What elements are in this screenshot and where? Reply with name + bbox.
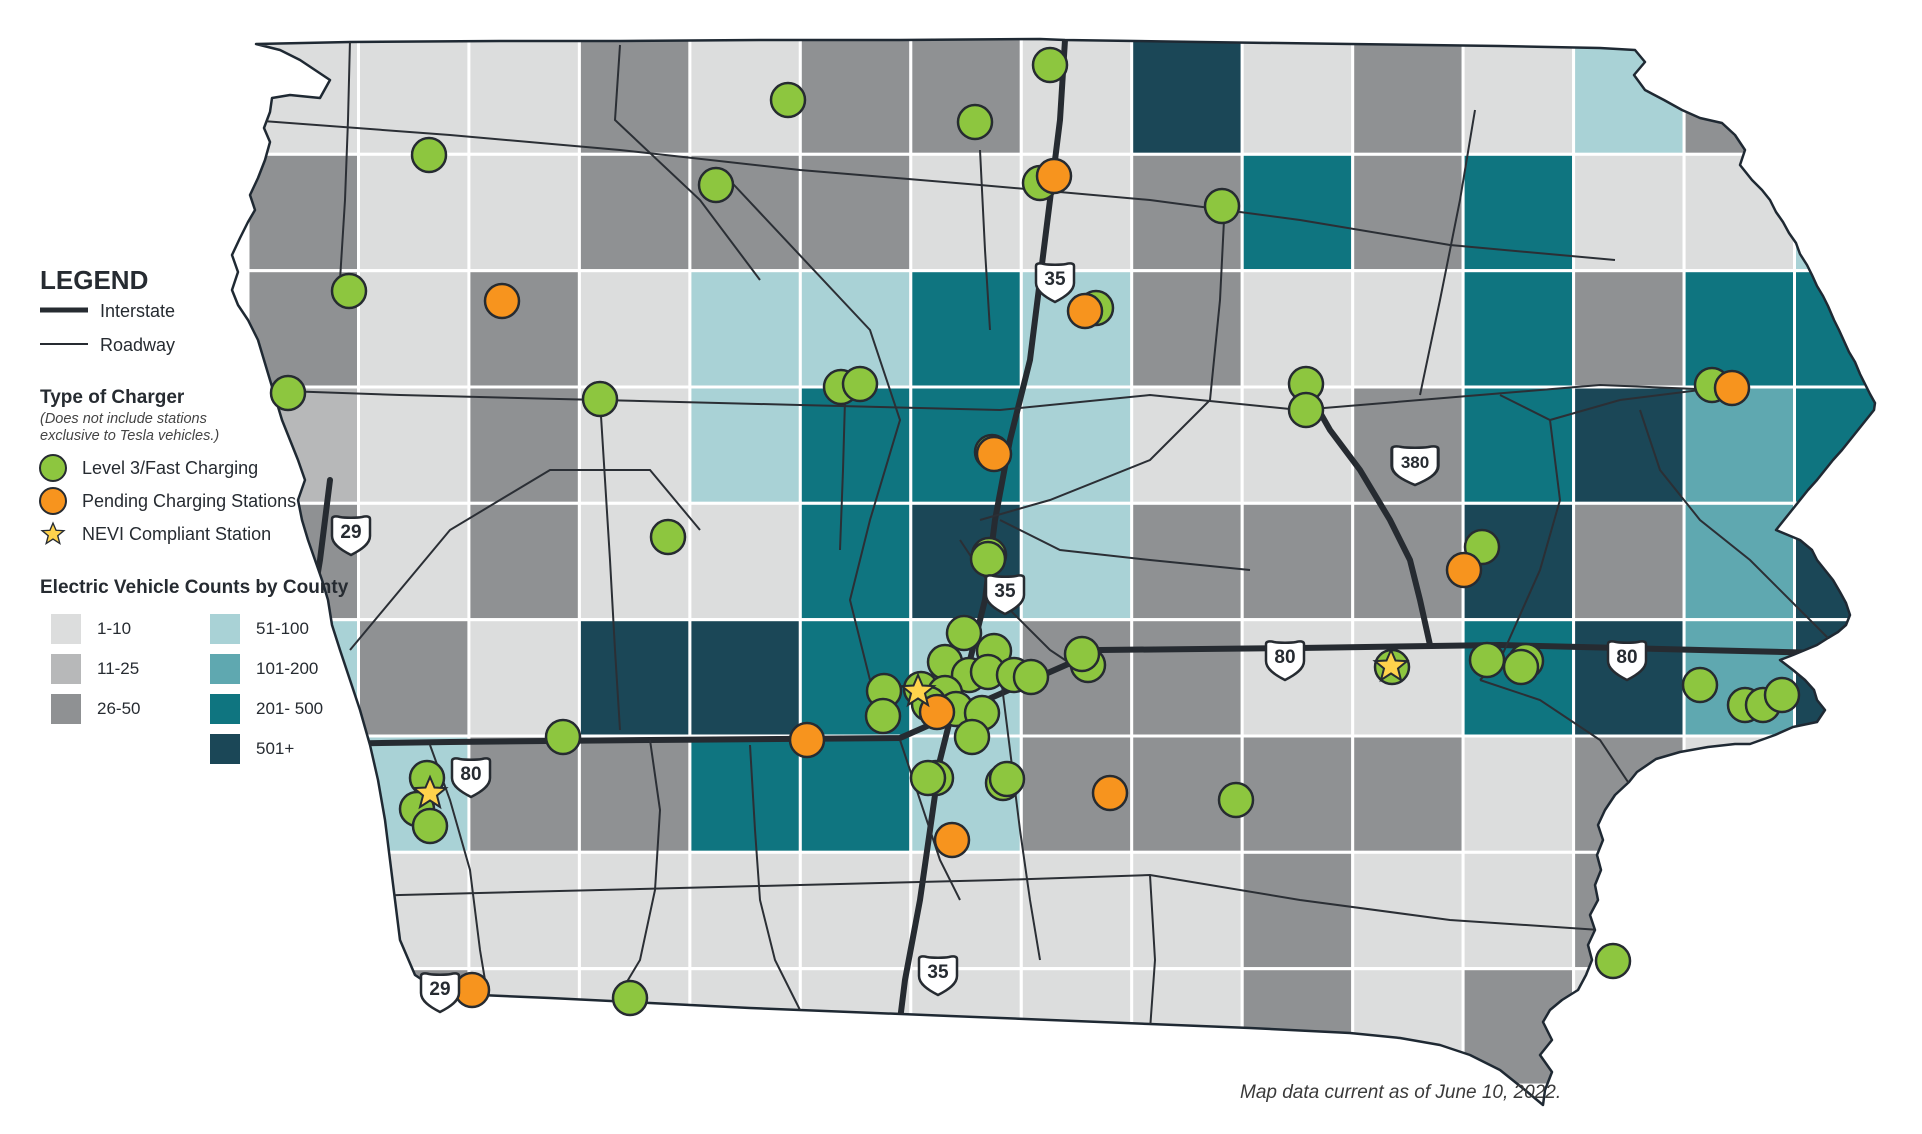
svg-text:501+: 501+ [256, 739, 294, 758]
svg-text:1-10: 1-10 [97, 619, 131, 638]
svg-text:35: 35 [1044, 269, 1066, 290]
svg-text:101-200: 101-200 [256, 659, 318, 678]
svg-text:51-100: 51-100 [256, 619, 309, 638]
svg-text:26-50: 26-50 [97, 699, 140, 718]
svg-text:Type of Charger: Type of Charger [40, 387, 185, 408]
svg-text:80: 80 [460, 764, 481, 785]
svg-text:35: 35 [994, 581, 1016, 602]
svg-text:Pending Charging Stations: Pending Charging Stations [82, 491, 296, 511]
svg-text:NEVI Compliant Station: NEVI Compliant Station [82, 524, 271, 544]
svg-text:11-25: 11-25 [97, 659, 139, 678]
svg-text:Interstate: Interstate [100, 301, 175, 321]
svg-text:Map data current as of June 10: Map data current as of June 10, 2022. [1240, 1082, 1561, 1103]
svg-text:380: 380 [1401, 453, 1429, 472]
svg-text:29: 29 [340, 522, 361, 543]
svg-text:201- 500: 201- 500 [256, 699, 323, 718]
svg-text:35: 35 [927, 962, 949, 983]
svg-text:Roadway: Roadway [100, 335, 175, 355]
svg-text:80: 80 [1616, 647, 1637, 668]
svg-text:(Does not include stations: (Does not include stations [40, 411, 207, 427]
svg-text:exclusive to Tesla vehicles.): exclusive to Tesla vehicles.) [40, 428, 219, 444]
svg-text:LEGEND: LEGEND [40, 265, 148, 295]
svg-text:29: 29 [429, 979, 450, 1000]
svg-text:Level 3/Fast Charging: Level 3/Fast Charging [82, 458, 258, 478]
svg-text:Electric Vehicle Counts by Cou: Electric Vehicle Counts by County [40, 577, 349, 598]
svg-text:80: 80 [1274, 647, 1295, 668]
